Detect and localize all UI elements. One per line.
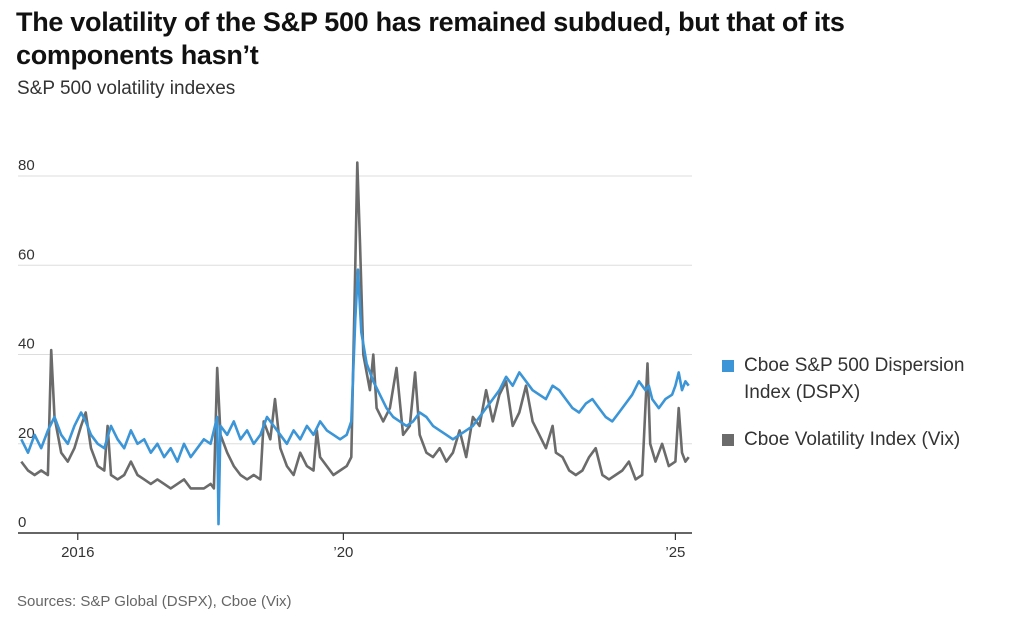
x-tick-label: ’25 [665, 544, 685, 561]
x-tick-label: ’20 [333, 544, 353, 561]
series-lines [20, 161, 690, 526]
legend-swatch-vix [722, 434, 734, 446]
series-line-vix [20, 161, 690, 490]
y-tick-label: 60 [18, 246, 35, 263]
legend-item-vix: Cboe Volatility Index (Vix) [722, 426, 1012, 453]
source-note: Sources: S&P Global (DSPX), Cboe (Vix) [17, 593, 292, 610]
legend-swatch-dspx [722, 360, 734, 372]
y-tick-label: 80 [18, 157, 35, 174]
y-axis-ticks: 0 20 40 60 80 [18, 157, 35, 531]
series-line-dspx [20, 268, 690, 526]
y-tick-label: 40 [18, 336, 35, 353]
y-tick-label: 0 [18, 514, 26, 531]
legend-item-dspx: Cboe S&P 500 Dispersion Index (DSPX) [722, 352, 1012, 406]
y-tick-label: 20 [18, 425, 35, 442]
legend-label-dspx: Cboe S&P 500 Dispersion Index (DSPX) [744, 355, 965, 403]
x-tick-label: 2016 [61, 544, 94, 561]
x-axis: 2016 ’20 ’25 [18, 532, 692, 561]
chart-subtitle: S&P 500 volatility indexes [17, 78, 236, 99]
legend-label-vix: Cboe Volatility Index (Vix) [744, 429, 961, 450]
chart-title: The volatility of the S&P 500 has remain… [16, 7, 845, 70]
